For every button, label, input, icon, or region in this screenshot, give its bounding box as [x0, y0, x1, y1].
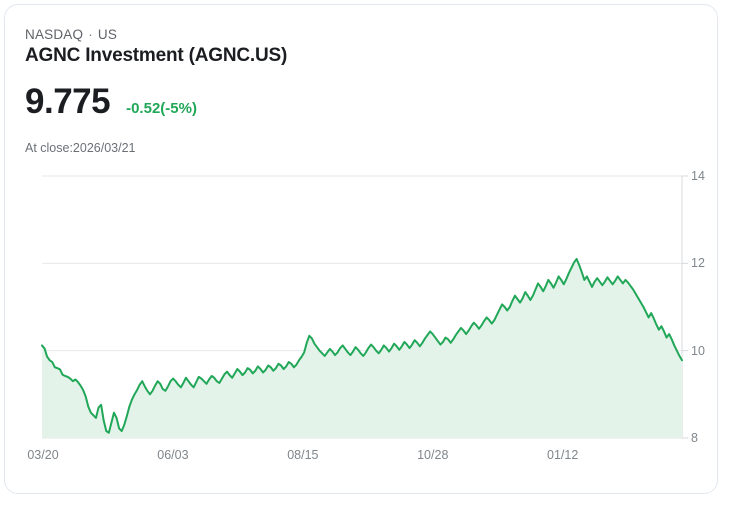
exchange-label: NASDAQ — [25, 27, 84, 42]
region-label: US — [97, 27, 118, 42]
page-title: AGNC Investment (AGNC.US) — [25, 45, 288, 66]
exchange-region: NASDAQ · US — [25, 27, 117, 42]
price-value: 9.775 — [25, 82, 111, 121]
stock-quote-card: NASDAQ · US AGNC Investment (AGNC.US) 9.77… — [4, 4, 718, 494]
price-change: -0.52(-5%) — [126, 100, 197, 117]
price-row: 9.775 -0.52(-5%) — [25, 84, 197, 119]
separator-dot: · — [88, 27, 93, 42]
market-status: At close:2026/03/21 — [25, 141, 136, 155]
